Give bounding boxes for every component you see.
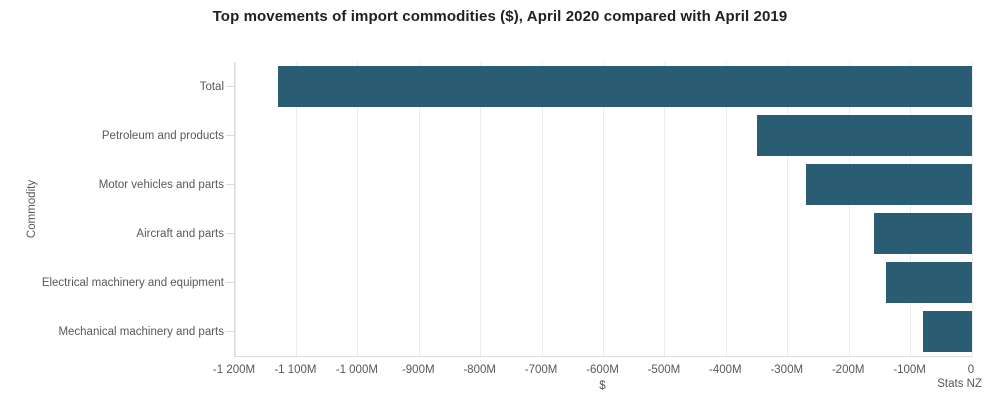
category-label: Total bbox=[199, 80, 224, 93]
category-label: Motor vehicles and parts bbox=[98, 178, 224, 191]
gridline bbox=[603, 62, 604, 356]
y-tick bbox=[226, 331, 234, 332]
category-axis: Total Petroleum and products Motor vehicle… bbox=[0, 62, 224, 356]
x-tick-label: -1 100M bbox=[274, 364, 317, 376]
category-label: Petroleum and products bbox=[101, 129, 224, 142]
x-tick-label: 0 bbox=[967, 364, 975, 376]
bar-total bbox=[278, 65, 972, 107]
gridline bbox=[971, 62, 973, 356]
x-tick-label: -600M bbox=[586, 364, 619, 376]
bar-petroleum-and-products bbox=[757, 115, 972, 156]
gridline bbox=[910, 62, 912, 356]
x-tick-label: -800M bbox=[463, 364, 496, 376]
bar-aircraft-and-parts bbox=[873, 213, 972, 254]
plot-area bbox=[226, 62, 973, 357]
x-tick-label: -200M bbox=[831, 364, 865, 376]
gridline bbox=[418, 62, 420, 356]
x-tick-label: -700M bbox=[524, 364, 558, 376]
gridline bbox=[725, 62, 727, 356]
x-tick-label: -1 000M bbox=[335, 364, 378, 376]
category-label: Mechanical machinery and parts bbox=[58, 325, 224, 338]
y-tick bbox=[226, 282, 234, 283]
gridline bbox=[234, 62, 236, 356]
bar-motor-vehicles-and-parts bbox=[806, 164, 972, 205]
chart-title: Top movements of import commodities ($),… bbox=[212, 8, 788, 25]
x-tick-label: -1 200M bbox=[212, 364, 256, 376]
y-tick bbox=[226, 233, 234, 234]
x-tick-label: -900M bbox=[401, 364, 435, 376]
y-tick bbox=[226, 184, 234, 185]
x-tick-label: -500M bbox=[647, 364, 681, 376]
gridline bbox=[480, 62, 482, 356]
source-label: Stats NZ bbox=[937, 378, 982, 390]
gridline bbox=[787, 62, 789, 356]
y-tick bbox=[226, 135, 234, 136]
gridline bbox=[541, 62, 543, 356]
gridline bbox=[664, 62, 666, 356]
gridline bbox=[848, 62, 850, 356]
x-tick-label: -400M bbox=[709, 364, 742, 376]
gridline bbox=[357, 62, 359, 356]
gridline bbox=[295, 62, 297, 356]
x-tick-label: -300M bbox=[770, 364, 804, 376]
x-axis-labels: -1 200M -1 100M -1 000M -900M -800M -700M -600… bbox=[213, 364, 975, 378]
category-label: Electrical machinery and equipment bbox=[41, 276, 224, 289]
x-tick-label: -100M bbox=[893, 364, 926, 376]
category-label: Aircraft and parts bbox=[136, 227, 224, 240]
bar-mechanical-machinery-and-parts bbox=[922, 311, 972, 352]
x-axis-title: $ bbox=[599, 380, 606, 392]
bar-electrical-machinery-and-equipment bbox=[886, 262, 972, 303]
y-tick bbox=[226, 85, 234, 87]
